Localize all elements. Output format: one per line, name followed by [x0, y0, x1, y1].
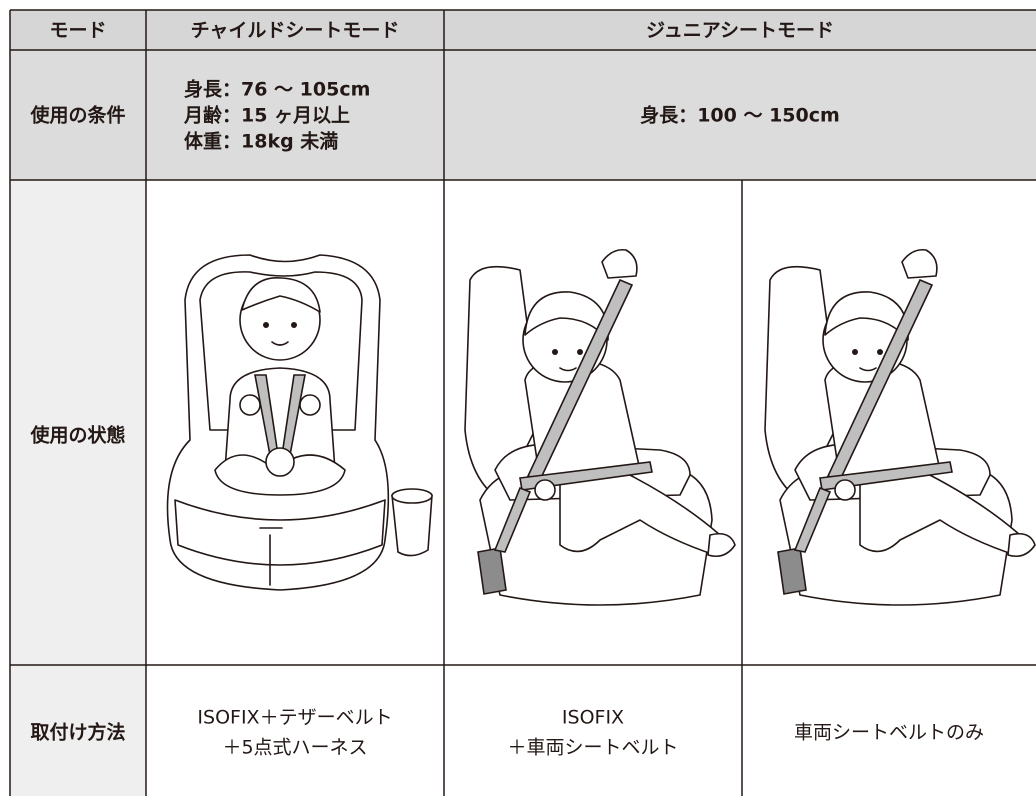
- condition-line: 月齢：15 ヶ月以上: [183, 104, 350, 127]
- conditions-bg: [10, 50, 1036, 180]
- header-bg: [10, 10, 1036, 50]
- condition-line: 身長：76 ～ 105cm: [184, 78, 370, 101]
- row-label: 使用の条件: [29, 104, 125, 127]
- condition-line: 体重：18kg 未満: [184, 130, 338, 153]
- header-cell: ジュニアシートモード: [646, 20, 834, 42]
- install-text: ＋5点式ハーネス: [222, 737, 367, 759]
- child-seat-illustration: [166, 254, 433, 591]
- header-cell: モード: [49, 20, 106, 42]
- row-label: 使用の状態: [29, 424, 125, 447]
- junior-seat-illustration: [464, 248, 736, 606]
- table-grid: [9, 9, 1036, 796]
- install-text: ISOFIX: [562, 707, 624, 729]
- header-cell: チャイルドシートモード: [191, 20, 400, 42]
- junior-seat-illustration: [764, 248, 1036, 606]
- install-text: ＋車両シートベルト: [507, 737, 678, 759]
- install-text: 車両シートベルトのみ: [794, 722, 984, 744]
- install-text: ISOFIX＋テザーベルト: [197, 707, 392, 729]
- row-label: 取付け方法: [30, 721, 125, 744]
- label-col-bg: [10, 180, 146, 796]
- condition-line: 身長：100 ～ 150cm: [640, 104, 840, 127]
